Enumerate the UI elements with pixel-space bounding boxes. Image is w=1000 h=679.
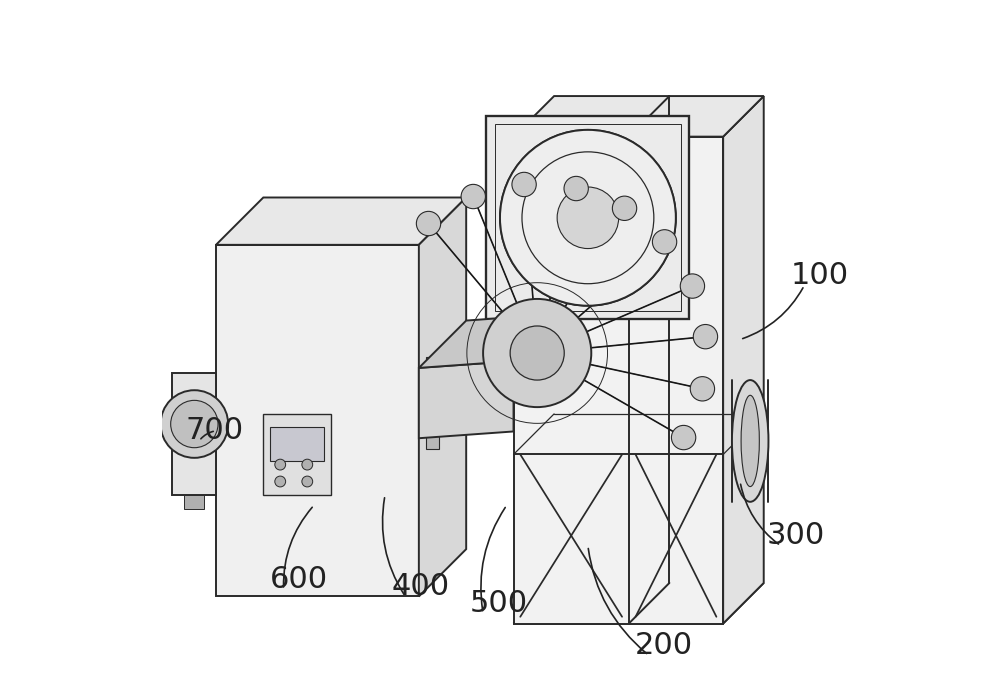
- Bar: [426, 357, 439, 449]
- Polygon shape: [419, 314, 561, 368]
- Circle shape: [416, 211, 441, 236]
- Text: 200: 200: [635, 631, 693, 660]
- Circle shape: [652, 230, 677, 254]
- Circle shape: [512, 172, 536, 197]
- Circle shape: [612, 196, 637, 221]
- Circle shape: [510, 326, 564, 380]
- Text: 500: 500: [470, 589, 528, 618]
- Text: 100: 100: [791, 261, 849, 290]
- Circle shape: [500, 130, 676, 306]
- Circle shape: [302, 476, 313, 487]
- Text: 700: 700: [186, 416, 244, 445]
- Circle shape: [553, 183, 623, 253]
- Bar: [216, 245, 419, 596]
- Circle shape: [680, 274, 705, 298]
- Text: 600: 600: [270, 565, 328, 594]
- Polygon shape: [419, 361, 514, 438]
- Bar: [495, 124, 681, 311]
- Circle shape: [275, 459, 286, 470]
- Circle shape: [161, 390, 228, 458]
- Circle shape: [483, 299, 591, 407]
- Polygon shape: [723, 96, 764, 623]
- Circle shape: [671, 425, 696, 449]
- Circle shape: [564, 177, 588, 201]
- Bar: [172, 373, 216, 495]
- Circle shape: [275, 476, 286, 487]
- Bar: [184, 495, 204, 509]
- Ellipse shape: [741, 395, 759, 487]
- Polygon shape: [514, 583, 764, 623]
- Bar: [263, 414, 331, 495]
- Circle shape: [171, 401, 218, 447]
- Polygon shape: [216, 198, 466, 245]
- Bar: [486, 116, 689, 319]
- Bar: [270, 427, 324, 461]
- Ellipse shape: [732, 380, 768, 502]
- Circle shape: [500, 130, 676, 306]
- Text: 400: 400: [392, 572, 450, 601]
- Polygon shape: [514, 136, 723, 623]
- Polygon shape: [419, 198, 466, 596]
- Circle shape: [557, 187, 619, 249]
- Circle shape: [461, 185, 485, 208]
- Polygon shape: [514, 96, 764, 136]
- Text: 300: 300: [767, 521, 825, 550]
- Circle shape: [690, 377, 715, 401]
- Circle shape: [302, 459, 313, 470]
- Circle shape: [693, 325, 718, 349]
